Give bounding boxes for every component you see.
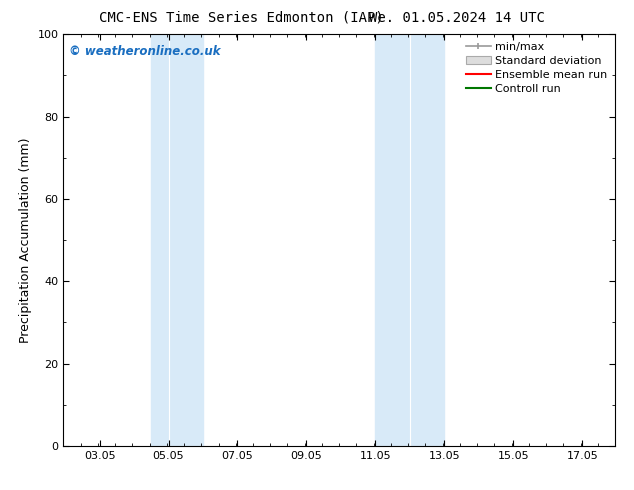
Text: CMC-ENS Time Series Edmonton (IAP): CMC-ENS Time Series Edmonton (IAP)	[98, 11, 384, 25]
Y-axis label: Precipitation Accumulation (mm): Precipitation Accumulation (mm)	[19, 137, 32, 343]
Text: © weatheronline.co.uk: © weatheronline.co.uk	[69, 45, 221, 58]
Bar	[152, 34, 203, 446]
Bar	[375, 34, 444, 446]
Text: We. 01.05.2024 14 UTC: We. 01.05.2024 14 UTC	[368, 11, 545, 25]
Legend: min/max, Standard deviation, Ensemble mean run, Controll run: min/max, Standard deviation, Ensemble me…	[462, 38, 612, 98]
